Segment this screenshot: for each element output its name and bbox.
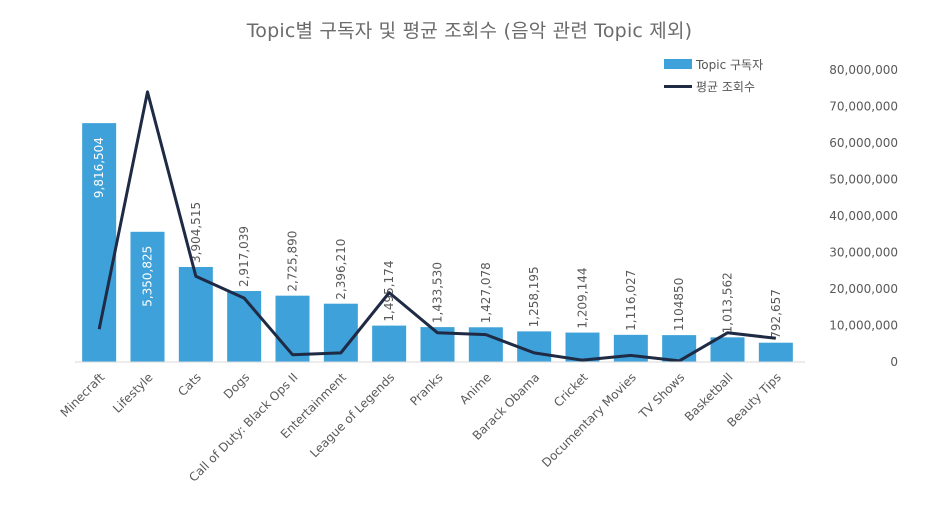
legend-label-subscribers: Topic 구독자 xyxy=(696,57,764,72)
bar-value-label: 1,495,174 xyxy=(382,261,396,322)
x-tick-label: Dogs xyxy=(221,370,252,401)
bar-1 xyxy=(130,231,165,362)
legend-bar-swatch xyxy=(664,59,692,69)
y-right-tick-label: 80,000,000 xyxy=(829,63,898,77)
bar-value-label: 2,725,890 xyxy=(286,231,300,292)
x-tick-label: Documentary Movies xyxy=(539,370,639,470)
bar-6 xyxy=(372,325,407,362)
bar-value-label: 1,013,562 xyxy=(721,272,735,333)
x-tick-label: Cats xyxy=(175,370,204,399)
chart-title: Topic별 구독자 및 평균 조회수 (음악 관련 Topic 제외) xyxy=(246,20,693,42)
bar-value-label: 1,209,144 xyxy=(576,267,590,328)
bar-value-label: 1104850 xyxy=(672,278,686,331)
bar-value-label: 1,433,530 xyxy=(431,262,445,323)
y-right-tick-label: 70,000,000 xyxy=(829,100,898,114)
legend: Topic 구독자 평균 조회수 xyxy=(664,53,763,97)
bar-3 xyxy=(227,291,262,362)
y-right-tick-label: 30,000,000 xyxy=(829,246,898,260)
bar-4 xyxy=(275,295,310,362)
x-tick-label: Anime xyxy=(457,370,494,407)
bar-value-label: 3,904,515 xyxy=(189,202,203,263)
bar-value-label: 1,258,195 xyxy=(527,266,541,327)
y-right-tick-label: 40,000,000 xyxy=(829,209,898,223)
bar-value-label: 1,116,027 xyxy=(624,270,638,331)
bar-12 xyxy=(662,335,697,362)
y-right-tick-label: 10,000,000 xyxy=(829,319,898,333)
bar-value-label: 2,396,210 xyxy=(334,239,348,300)
bar-value-label: 792,657 xyxy=(769,289,783,339)
bar-8 xyxy=(468,327,503,362)
bar-value-label: 5,350,825 xyxy=(141,246,155,307)
y-right-tick-label: 0 xyxy=(890,355,898,369)
bar-14 xyxy=(758,342,793,362)
bar-value-label: 1,427,078 xyxy=(479,262,493,323)
x-tick-label: Cricket xyxy=(551,370,591,410)
x-tick-label: Pranks xyxy=(407,370,445,408)
x-tick-label: TV Shows xyxy=(636,370,688,422)
y-right-tick-label: 60,000,000 xyxy=(829,136,898,150)
y-right-tick-label: 20,000,000 xyxy=(829,282,898,296)
bar-13 xyxy=(710,337,745,362)
bar-value-label: 2,917,039 xyxy=(237,226,251,287)
legend-item-avg-views: 평균 조회수 xyxy=(664,75,763,97)
bar-9 xyxy=(517,331,552,362)
avg-views-line xyxy=(97,90,777,363)
legend-label-avg-views: 평균 조회수 xyxy=(696,79,756,94)
x-tick-label: League of Legends xyxy=(307,370,397,460)
legend-item-subscribers: Topic 구독자 xyxy=(664,53,763,75)
x-tick-label: Minecraft xyxy=(58,370,108,420)
x-tick-label: Lifestyle xyxy=(110,370,156,416)
bar-value-label: 9,816,504 xyxy=(92,137,106,198)
legend-line-swatch xyxy=(664,84,692,88)
y-right-tick-label: 50,000,000 xyxy=(829,173,898,187)
